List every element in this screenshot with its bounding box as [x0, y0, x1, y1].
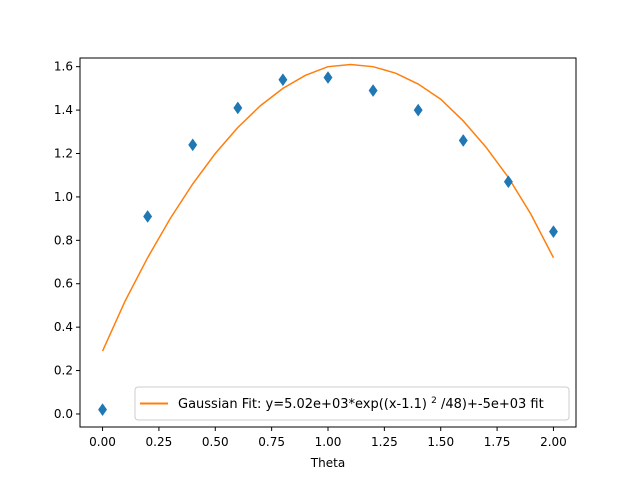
- y-tick-label: 0.4: [54, 320, 73, 334]
- legend: Gaussian Fit: y=5.02e+03*exp((x-1.1) 2 /…: [134, 386, 570, 421]
- y-tick-label: 0.6: [54, 277, 73, 291]
- x-tick-label: 1.25: [371, 435, 398, 449]
- data-point: [323, 71, 333, 84]
- data-point: [548, 225, 558, 239]
- x-tick-label: 0.00: [89, 435, 116, 449]
- y-tick-label: 1.6: [54, 60, 73, 74]
- data-point: [413, 103, 423, 117]
- y-tick-label: 1.2: [54, 147, 73, 161]
- x-tick-label: 1.00: [315, 435, 342, 449]
- data-point: [98, 403, 108, 417]
- y-tick-label: 1.4: [54, 103, 73, 117]
- x-tick-label: 0.75: [258, 435, 285, 449]
- data-point: [143, 210, 153, 223]
- legend-fit-label-suffix: /48)+-5e+03 fit: [441, 397, 544, 412]
- data-point: [233, 101, 243, 115]
- legend-fit-label: Gaussian Fit: y=5.02e+03*exp((x-1.1) 2 /…: [178, 392, 544, 412]
- data-point: [503, 175, 513, 189]
- axes-layer: 0.00 0.25 0.50 0.75 1.00 1.25 1.50 1.75 2.00 0.0 0…: [54, 57, 577, 449]
- data-point: [458, 134, 468, 147]
- x-tick-label: 1.50: [427, 435, 454, 449]
- legend-fit-label-superscript: 2: [431, 396, 437, 406]
- y-tick-label: 0.8: [54, 233, 73, 247]
- data-point: [188, 138, 198, 152]
- plot-layer: [80, 58, 576, 427]
- data-point: [368, 84, 378, 97]
- plot-area: [80, 58, 576, 427]
- x-tick-label: 1.75: [484, 435, 511, 449]
- gaussian-fit-line: [101, 63, 555, 352]
- y-tick-label: 1.0: [54, 190, 73, 204]
- x-tick-label: 0.50: [202, 435, 229, 449]
- legend-box: [134, 386, 570, 421]
- legend-fit-label-prefix: Gaussian Fit: y=5.02e+03*exp((x-1.1): [178, 397, 427, 412]
- x-tick-label: 2.00: [540, 435, 567, 449]
- y-tick-label: 0.2: [54, 364, 73, 378]
- x-tick-label: 0.25: [146, 435, 173, 449]
- data-point: [278, 73, 288, 87]
- x-axis-label: Theta: [310, 456, 345, 470]
- y-tick-label: 0.0: [54, 407, 73, 421]
